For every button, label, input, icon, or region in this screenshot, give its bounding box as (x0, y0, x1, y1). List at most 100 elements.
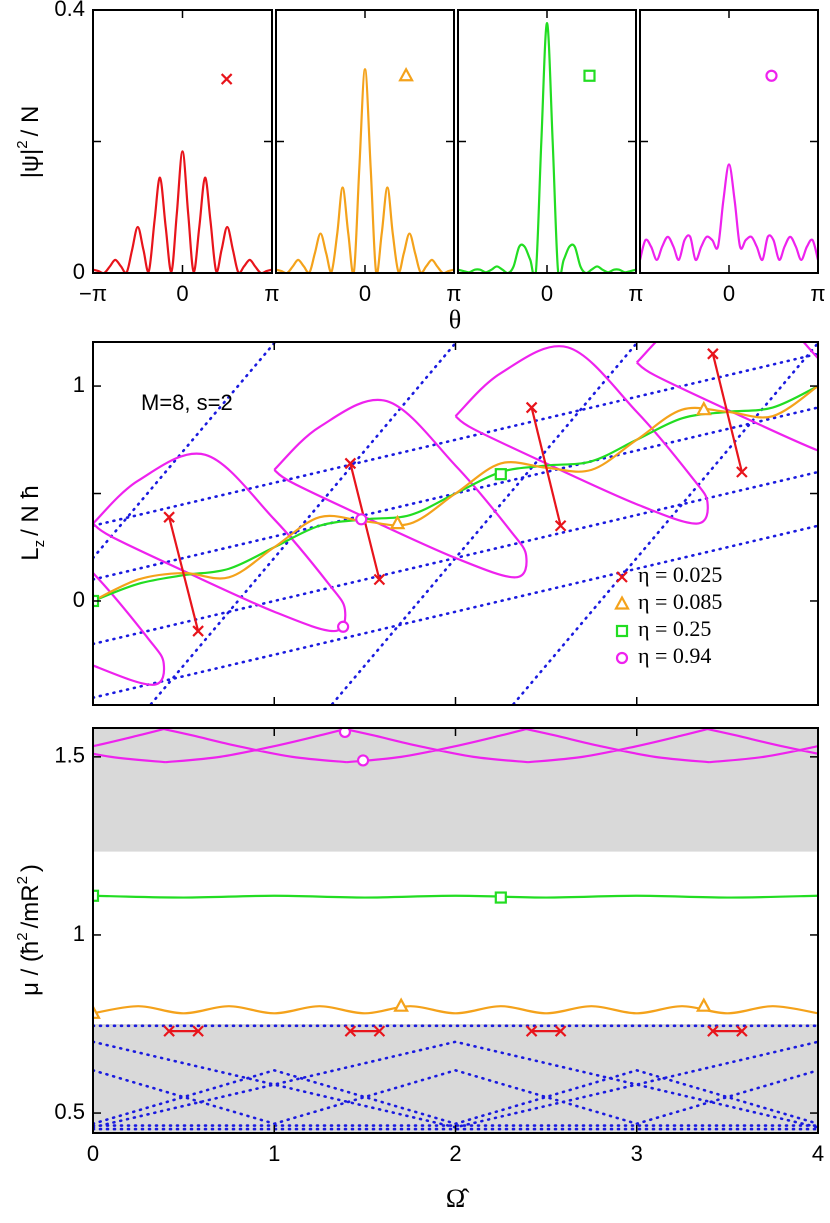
frame (92, 9, 273, 274)
marker-cross (554, 519, 567, 532)
marker-cross (525, 1025, 538, 1037)
series-line (93, 1005, 818, 1015)
marker-cross (220, 73, 233, 85)
marker-cross (373, 573, 386, 586)
legend-label: η = 0.025 (638, 562, 722, 587)
band (93, 1024, 818, 1133)
x-tick-label: π (628, 281, 643, 306)
y-axis-label-part: μ / (ħ (17, 941, 44, 996)
marker-triangle (393, 997, 409, 1012)
marker-triangle (695, 997, 712, 1012)
legend-marker (616, 571, 628, 583)
marker-cross (344, 1025, 357, 1037)
series-line (93, 728, 818, 764)
marker-square (583, 69, 596, 82)
x-tick-label: π (810, 281, 825, 306)
legend-marker (614, 595, 630, 610)
marker-cross (163, 511, 175, 523)
marker-cross (525, 401, 538, 414)
marker-cross (707, 348, 719, 360)
x-tick-label: π (264, 281, 279, 306)
x-tick-label: π (446, 281, 461, 306)
marker-square (494, 468, 507, 481)
shared-x-axis-label: θ (449, 305, 461, 334)
marker-cross (373, 1025, 386, 1037)
legend-label: η = 0.25 (638, 616, 711, 641)
marker-triangle (398, 66, 414, 82)
markers (220, 73, 233, 85)
series-line (93, 894, 818, 899)
segment (711, 353, 743, 473)
marker-triangle (389, 514, 406, 530)
x-tick-label: 0 (723, 281, 735, 306)
y-axis-label-part: L (17, 547, 44, 560)
x-tick-label: 1 (268, 1141, 280, 1166)
x-tick-label: 3 (631, 1141, 643, 1166)
plot-area (93, 150, 272, 273)
legend-marker (615, 624, 629, 638)
segment (168, 516, 200, 632)
y-tick-label: 1 (73, 372, 85, 397)
plot-area (458, 22, 636, 273)
y-axis-label: |ψ|2 / N (14, 106, 44, 179)
y-tick-label: 1 (73, 921, 85, 946)
marker-cross (736, 466, 748, 478)
marker-cross (707, 1025, 719, 1037)
legend-label: η = 0.94 (638, 643, 711, 668)
segment (530, 407, 562, 527)
annotation: M=8, s=2 (141, 390, 233, 415)
y-tick-label: 0.4 (54, 0, 85, 21)
x-tick-label: 0 (541, 281, 553, 306)
markers (93, 728, 748, 1037)
x-tick-label: 4 (812, 1141, 824, 1166)
legend-label: η = 0.085 (638, 589, 722, 614)
marker-cross (554, 1025, 567, 1037)
x-tick-label: 2 (449, 1141, 461, 1166)
y-axis-label-part: ) (17, 864, 44, 872)
x-tick-label: 0 (176, 281, 188, 306)
y-tick-label: 1.5 (54, 743, 85, 768)
x-tick-label: 0 (87, 1141, 99, 1166)
marker-circle (356, 754, 370, 767)
marker-cross (163, 1025, 175, 1037)
y-axis-label-part: z (31, 540, 48, 548)
y-axis-label-part: 2 (14, 876, 31, 884)
markers (398, 66, 414, 82)
marker-triangle (93, 1004, 101, 1019)
y-axis-label-part: 2 (14, 140, 31, 148)
series-line (93, 385, 818, 602)
frame (275, 9, 455, 274)
marker-circle (765, 69, 778, 82)
marker-cross (192, 1025, 204, 1037)
marker-triangle (695, 400, 712, 416)
x-tick-label: 0 (359, 281, 371, 306)
y-axis-label-part: / N (17, 106, 44, 137)
series-line (93, 150, 272, 273)
y-axis-label: μ / (ħ2/mR2) (14, 864, 44, 996)
y-tick-label: 0.5 (54, 1099, 85, 1124)
marker-cross (192, 625, 204, 637)
plot-area (276, 68, 454, 273)
x-tick-label: −π (79, 281, 107, 306)
marker-circle (338, 728, 352, 739)
y-axis-label: Lz / N ħ (17, 485, 48, 561)
marker-cross (344, 457, 357, 470)
plot-area (93, 342, 818, 705)
series-line (93, 342, 818, 686)
frame (639, 9, 819, 274)
y-tick-label: 0 (73, 587, 85, 612)
plot-area (640, 163, 818, 262)
legend-marker (615, 651, 629, 665)
marker-circle (337, 620, 350, 633)
band (93, 728, 818, 852)
markers (765, 69, 778, 82)
markers (583, 69, 596, 82)
y-axis-label-part: / N ħ (17, 485, 44, 536)
marker-circle (355, 513, 368, 526)
series-line (640, 163, 818, 262)
x-axis-label: Ω̂ (446, 1184, 470, 1213)
marker-cross (736, 1025, 748, 1037)
y-axis-label-part: |ψ| (17, 149, 44, 179)
y-axis-label-part: /mR (17, 884, 44, 928)
